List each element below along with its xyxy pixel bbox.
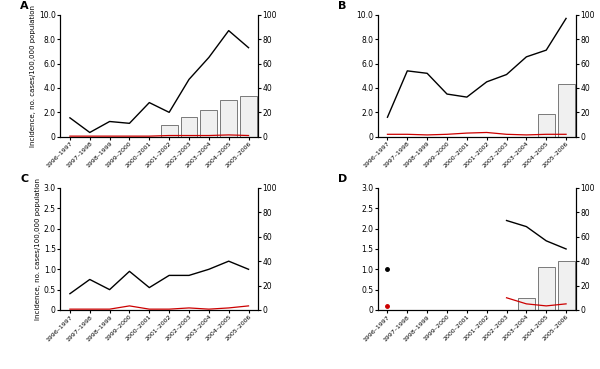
Bar bbox=[161, 125, 178, 137]
Bar bbox=[181, 117, 197, 137]
Text: D: D bbox=[338, 174, 347, 184]
Text: A: A bbox=[20, 1, 29, 11]
Bar bbox=[240, 96, 257, 137]
Bar bbox=[518, 298, 535, 310]
Bar bbox=[557, 84, 575, 137]
Bar bbox=[538, 114, 554, 137]
Y-axis label: Incidence, no. cases/100,000 population: Incidence, no. cases/100,000 population bbox=[30, 5, 36, 147]
Text: C: C bbox=[20, 174, 28, 184]
Bar bbox=[200, 110, 217, 137]
Bar bbox=[557, 261, 575, 310]
Y-axis label: Incidence, no. cases/100,000 population: Incidence, no. cases/100,000 population bbox=[35, 178, 41, 320]
Text: B: B bbox=[338, 1, 346, 11]
Bar bbox=[538, 267, 554, 310]
Bar bbox=[220, 100, 237, 137]
